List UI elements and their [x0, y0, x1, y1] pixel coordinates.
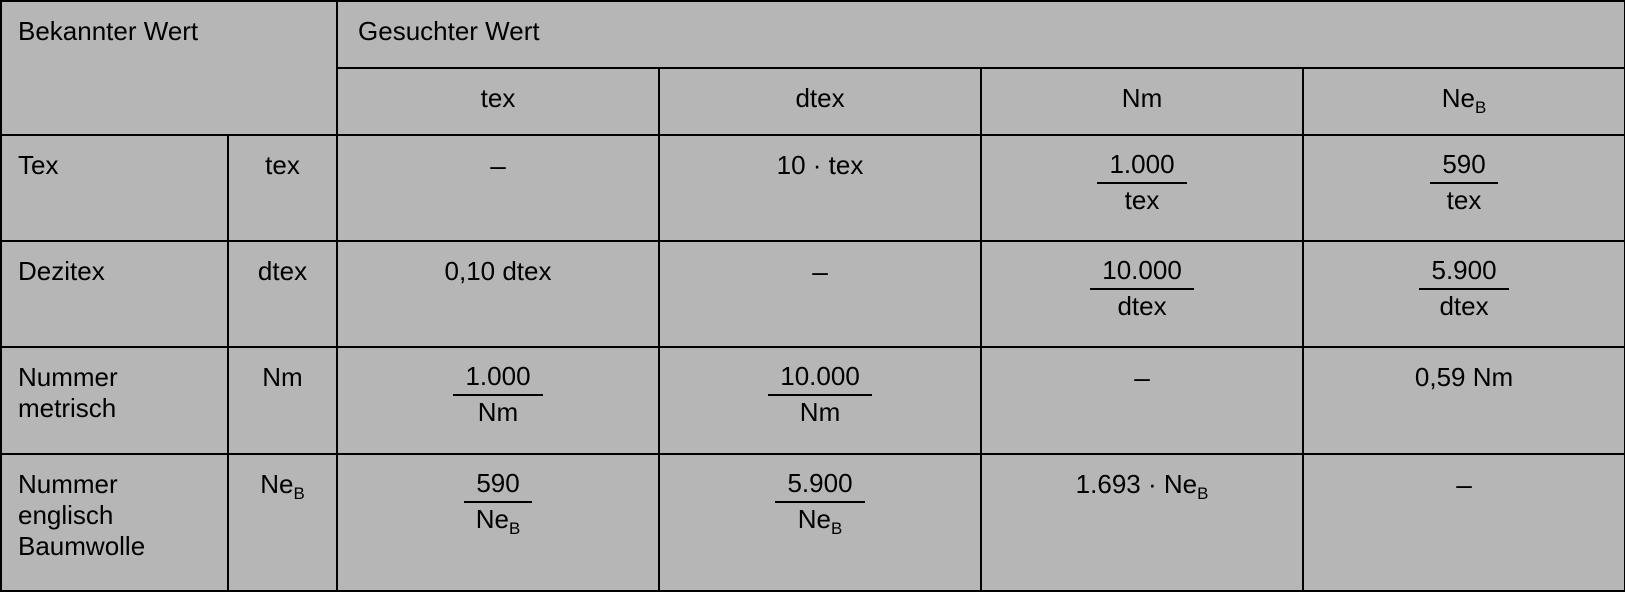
header-sought-value: Gesuchter Wert: [337, 1, 1625, 68]
table-cell: 1.000Nm: [337, 347, 659, 453]
col-header-dtex: dtex: [659, 68, 981, 135]
table-row: Nummer englisch BaumwolleNeB590NeB5.900N…: [1, 454, 1625, 591]
col-header-tex: tex: [337, 68, 659, 135]
row-symbol: Nm: [228, 347, 337, 453]
header-row-1: Bekannter Wert Gesuchter Wert: [1, 1, 1625, 68]
table-cell: 5.900dtex: [1303, 241, 1625, 347]
row-name: Tex: [1, 135, 228, 241]
header-known-value: Bekannter Wert: [1, 1, 337, 135]
row-symbol: dtex: [228, 241, 337, 347]
row-name: Nummer englisch Baumwolle: [1, 454, 228, 591]
row-symbol: tex: [228, 135, 337, 241]
table-cell: 1.000tex: [981, 135, 1303, 241]
table-cell: 5.900NeB: [659, 454, 981, 591]
table-cell: –: [1303, 454, 1625, 591]
row-name: Dezitex: [1, 241, 228, 347]
table-cell: 0,10 dtex: [337, 241, 659, 347]
table-cell: 590NeB: [337, 454, 659, 591]
table-row: Nummer metrischNm1.000Nm10.000Nm–0,59 Nm: [1, 347, 1625, 453]
table-row: Textex–10 · tex1.000tex590tex: [1, 135, 1625, 241]
table-cell: –: [337, 135, 659, 241]
table-cell: 590tex: [1303, 135, 1625, 241]
col-header-neb: NeB: [1303, 68, 1625, 135]
table-cell: –: [659, 241, 981, 347]
col-header-nm: Nm: [981, 68, 1303, 135]
table-cell: 10 · tex: [659, 135, 981, 241]
table-cell: 10.000dtex: [981, 241, 1303, 347]
table-cell: 10.000Nm: [659, 347, 981, 453]
row-name: Nummer metrisch: [1, 347, 228, 453]
table-cell: 1.693 · NeB: [981, 454, 1303, 591]
table-cell: –: [981, 347, 1303, 453]
conversion-table: Bekannter Wert Gesuchter Wert tex dtex N…: [0, 0, 1625, 592]
row-symbol: NeB: [228, 454, 337, 591]
table-row: Dezitexdtex0,10 dtex–10.000dtex5.900dtex: [1, 241, 1625, 347]
table-cell: 0,59 Nm: [1303, 347, 1625, 453]
